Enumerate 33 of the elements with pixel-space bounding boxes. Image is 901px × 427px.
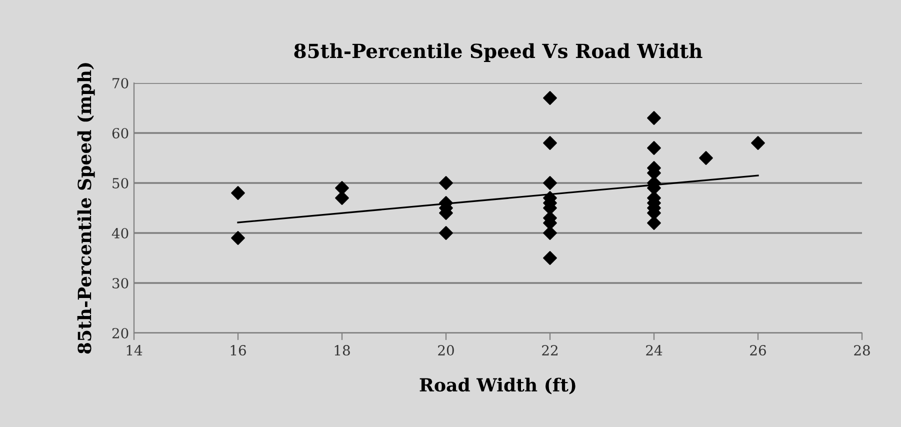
point [231, 231, 245, 245]
x-tick-label: 24 [646, 345, 662, 356]
point [647, 141, 661, 155]
x-tick-label: 16 [230, 345, 246, 356]
y-axis-title: 85th-Percentile Speed (mph) [77, 63, 95, 354]
point [231, 186, 245, 200]
point [439, 176, 453, 190]
point [543, 136, 557, 150]
x-tick-label: 18 [334, 345, 350, 356]
y-tick-label: 60 [112, 128, 128, 138]
x-tick-label: 14 [126, 345, 142, 356]
point [699, 151, 713, 165]
point [751, 136, 765, 150]
y-tick-label: 20 [112, 328, 128, 338]
x-tick-label: 22 [542, 345, 558, 356]
y-tick-label: 70 [112, 78, 128, 88]
point [543, 226, 557, 240]
x-tick-label: 28 [854, 345, 870, 356]
y-tick-label: 40 [112, 228, 128, 238]
point [543, 91, 557, 105]
point [647, 111, 661, 125]
x-axis-title: Road Width (ft) [420, 378, 576, 394]
y-tick-label: 50 [112, 178, 128, 188]
chart-title: 85th-Percentile Speed Vs Road Width [294, 43, 702, 62]
x-tick-label: 20 [438, 345, 454, 356]
point [335, 191, 349, 205]
point [335, 181, 349, 195]
point [439, 226, 453, 240]
point [543, 176, 557, 190]
point [543, 251, 557, 265]
point [647, 216, 661, 230]
x-tick-label: 26 [750, 345, 766, 356]
y-tick-label: 30 [112, 278, 128, 288]
